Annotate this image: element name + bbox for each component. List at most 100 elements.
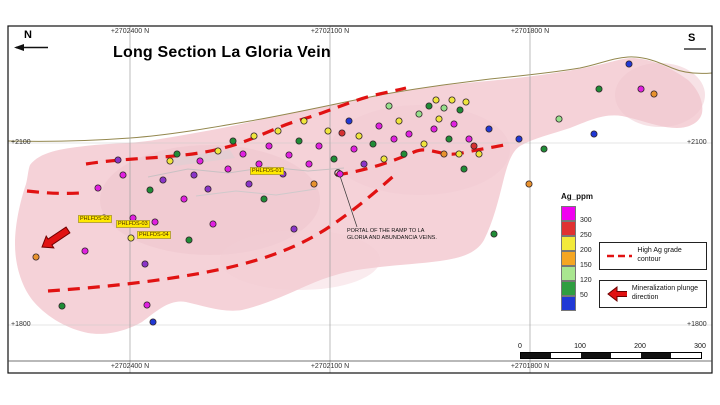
ag-legend-value: 200	[580, 247, 592, 254]
sample-point	[265, 142, 273, 150]
sample-point	[420, 140, 428, 148]
sample-point	[400, 150, 408, 158]
sample-point	[245, 180, 253, 188]
sample-point	[360, 160, 368, 168]
sample-point	[279, 170, 287, 178]
ag-legend-class: 250	[561, 221, 593, 239]
sample-point	[625, 60, 633, 68]
sample-point	[310, 180, 318, 188]
ag-legend-value: 50	[580, 292, 588, 299]
sample-point	[432, 96, 440, 104]
sample-point	[405, 130, 413, 138]
north-label: N	[24, 29, 32, 41]
sample-point	[141, 260, 149, 268]
sample-point	[637, 85, 645, 93]
sample-point	[224, 165, 232, 173]
sample-point	[330, 155, 338, 163]
sample-point	[190, 171, 198, 179]
scalebar-segment	[641, 353, 671, 358]
scalebar-segment	[671, 353, 701, 358]
sample-point	[127, 234, 135, 242]
ag-legend-swatch	[561, 281, 576, 296]
ag-legend-class	[561, 296, 593, 311]
page-title: Long Section La Gloria Vein	[113, 44, 331, 61]
sample-point	[475, 150, 483, 158]
grid-layer	[8, 26, 712, 373]
sample-point	[204, 185, 212, 193]
sample-point	[369, 140, 377, 148]
legend-high-ag-contour: High Ag grade contour	[599, 242, 707, 270]
vein-inner-shade	[220, 230, 380, 290]
ag-legend-swatch	[561, 236, 576, 251]
ag-legend-swatch	[561, 206, 576, 221]
ag-legend-swatch	[561, 251, 576, 266]
south-label: S	[688, 32, 696, 44]
ag-legend-value: 300	[580, 217, 592, 224]
sample-point	[430, 125, 438, 133]
vein-envelope-shape	[15, 58, 703, 334]
sample-point	[595, 85, 603, 93]
sample-point	[324, 127, 332, 135]
sample-point	[81, 247, 89, 255]
sample-point	[180, 195, 188, 203]
sample-point	[285, 151, 293, 159]
sample-point	[440, 104, 448, 112]
scalebar-segment	[581, 353, 611, 358]
sample-point	[305, 160, 313, 168]
sample-point	[445, 135, 453, 143]
sample-point	[300, 117, 308, 125]
ag-legend-class: 50	[561, 281, 593, 299]
sample-point	[590, 130, 598, 138]
sample-point	[456, 106, 464, 114]
ag-ppm-legend: Ag_ppm 300 250 200 150 120 50	[561, 192, 593, 311]
scale-bar: 0 100 200 300	[518, 343, 706, 359]
sample-point	[415, 110, 423, 118]
sample-point	[450, 120, 458, 128]
scalebar-segment	[551, 353, 581, 358]
dashed-contour-icon	[607, 254, 633, 258]
sample-point	[315, 142, 323, 150]
ag-legend-title: Ag_ppm	[561, 192, 593, 201]
sample-point	[355, 132, 363, 140]
sample-point	[214, 147, 222, 155]
sample-point	[173, 150, 181, 158]
topography-line	[7, 56, 713, 142]
sample-point	[94, 184, 102, 192]
sample-point	[515, 135, 523, 143]
north-arrow-icon	[14, 44, 48, 51]
workings-outline	[147, 166, 345, 178]
legend-plunge-direction: Mineralization plunge direction	[599, 280, 707, 308]
sample-point	[525, 180, 533, 188]
sample-point	[32, 253, 40, 261]
sample-point	[470, 142, 478, 150]
sample-point	[143, 301, 151, 309]
ag-legend-class: 300	[561, 206, 593, 224]
sample-point	[375, 122, 383, 130]
sample-point	[119, 171, 127, 179]
scalebar-bar	[520, 352, 702, 359]
scalebar-tick: 300	[694, 343, 706, 350]
sample-point	[425, 102, 433, 110]
sample-point	[555, 115, 563, 123]
sample-point	[290, 225, 298, 233]
ag-legend-value: 250	[580, 232, 592, 239]
map-frame	[7, 25, 713, 374]
workings-outline	[195, 188, 317, 197]
sample-point	[250, 132, 258, 140]
sample-point	[149, 318, 157, 326]
sample-point	[239, 150, 247, 158]
sample-point	[540, 145, 548, 153]
sample-point	[58, 302, 66, 310]
sample-point	[345, 117, 353, 125]
sample-point	[260, 195, 268, 203]
sample-point	[460, 165, 468, 173]
plunge-arrow	[41, 226, 71, 249]
vein-inner-shade	[615, 63, 705, 127]
ag-legend-value: 120	[580, 277, 592, 284]
sample-point	[129, 214, 137, 222]
scalebar-tick: 0	[518, 343, 522, 350]
portal-leader-line	[339, 175, 358, 228]
sample-point	[166, 157, 174, 165]
sample-point	[448, 96, 456, 104]
